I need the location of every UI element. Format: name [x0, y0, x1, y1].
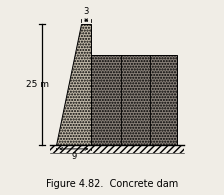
Text: 3: 3 [84, 7, 89, 16]
Text: 25 m: 25 m [26, 80, 49, 89]
Polygon shape [56, 25, 91, 145]
Bar [50, 145, 184, 153]
Bar [91, 55, 177, 145]
Text: 9: 9 [71, 152, 76, 161]
Text: Figure 4.82.  Concrete dam: Figure 4.82. Concrete dam [46, 179, 178, 189]
